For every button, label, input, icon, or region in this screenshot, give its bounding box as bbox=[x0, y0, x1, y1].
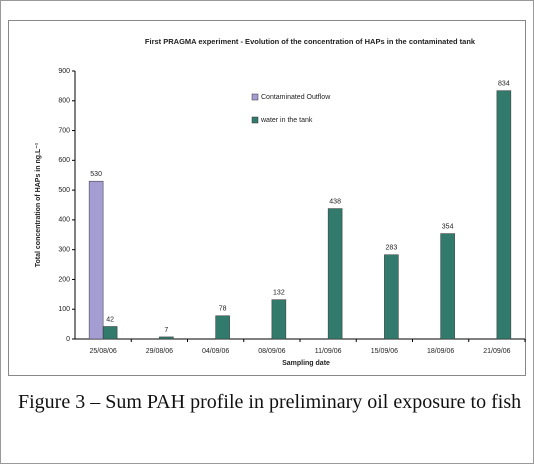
bar-value-label: 42 bbox=[106, 316, 114, 323]
y-tick-label: 600 bbox=[58, 157, 70, 164]
bar bbox=[271, 299, 287, 340]
y-tick-label: 500 bbox=[58, 187, 70, 194]
bar bbox=[440, 233, 455, 340]
bar bbox=[496, 90, 512, 340]
bar bbox=[215, 315, 230, 340]
chart-title: First PRAGMA experiment - Evolution of t… bbox=[145, 37, 476, 46]
bar-value-label: 78 bbox=[219, 306, 227, 313]
bar-value-label: 438 bbox=[329, 198, 341, 205]
y-tick-label: 300 bbox=[58, 247, 70, 254]
bar-value-label: 834 bbox=[498, 80, 510, 87]
legend-swatch bbox=[251, 116, 259, 124]
y-tick-label: 700 bbox=[58, 127, 70, 134]
x-tick-label: 15/09/06 bbox=[371, 348, 398, 355]
y-tick-label: 200 bbox=[58, 276, 70, 283]
bar bbox=[384, 254, 399, 340]
chart-frame bbox=[8, 20, 526, 376]
bar-value-label: 283 bbox=[386, 245, 398, 252]
y-tick-label: 100 bbox=[58, 306, 70, 313]
x-axis-title: Sampling date bbox=[282, 360, 330, 367]
bar bbox=[159, 336, 174, 340]
x-tick-label: 21/09/06 bbox=[483, 348, 510, 355]
x-tick-label: 08/09/06 bbox=[258, 348, 285, 355]
y-tick-label: 0 bbox=[66, 336, 70, 343]
y-tick-label: 400 bbox=[58, 217, 70, 224]
bar bbox=[327, 208, 343, 340]
y-axis-title: Total concentration of HAPs in ng.L⁻¹ bbox=[35, 142, 42, 267]
x-tick-label: 18/09/06 bbox=[427, 348, 454, 355]
legend-swatch bbox=[251, 93, 259, 101]
bar-value-label: 132 bbox=[273, 290, 285, 297]
x-tick-label: 04/09/06 bbox=[202, 348, 229, 355]
bar bbox=[88, 180, 104, 340]
legend-label: Contaminated Outflow bbox=[261, 94, 331, 101]
x-tick-label: 25/08/06 bbox=[90, 348, 117, 355]
caption: Figure 3 – Sum PAH profile in preliminar… bbox=[18, 391, 522, 413]
x-tick-label: 11/09/06 bbox=[315, 348, 342, 355]
legend-label: water in the tank bbox=[260, 117, 313, 124]
y-tick-label: 900 bbox=[58, 68, 70, 75]
bar-value-label: 354 bbox=[442, 223, 454, 230]
y-tick-label: 800 bbox=[58, 98, 70, 105]
bar-value-label: 530 bbox=[90, 171, 102, 178]
bar-value-label: 7 bbox=[164, 327, 168, 334]
x-tick-label: 29/08/06 bbox=[146, 348, 173, 355]
bar bbox=[102, 326, 118, 340]
